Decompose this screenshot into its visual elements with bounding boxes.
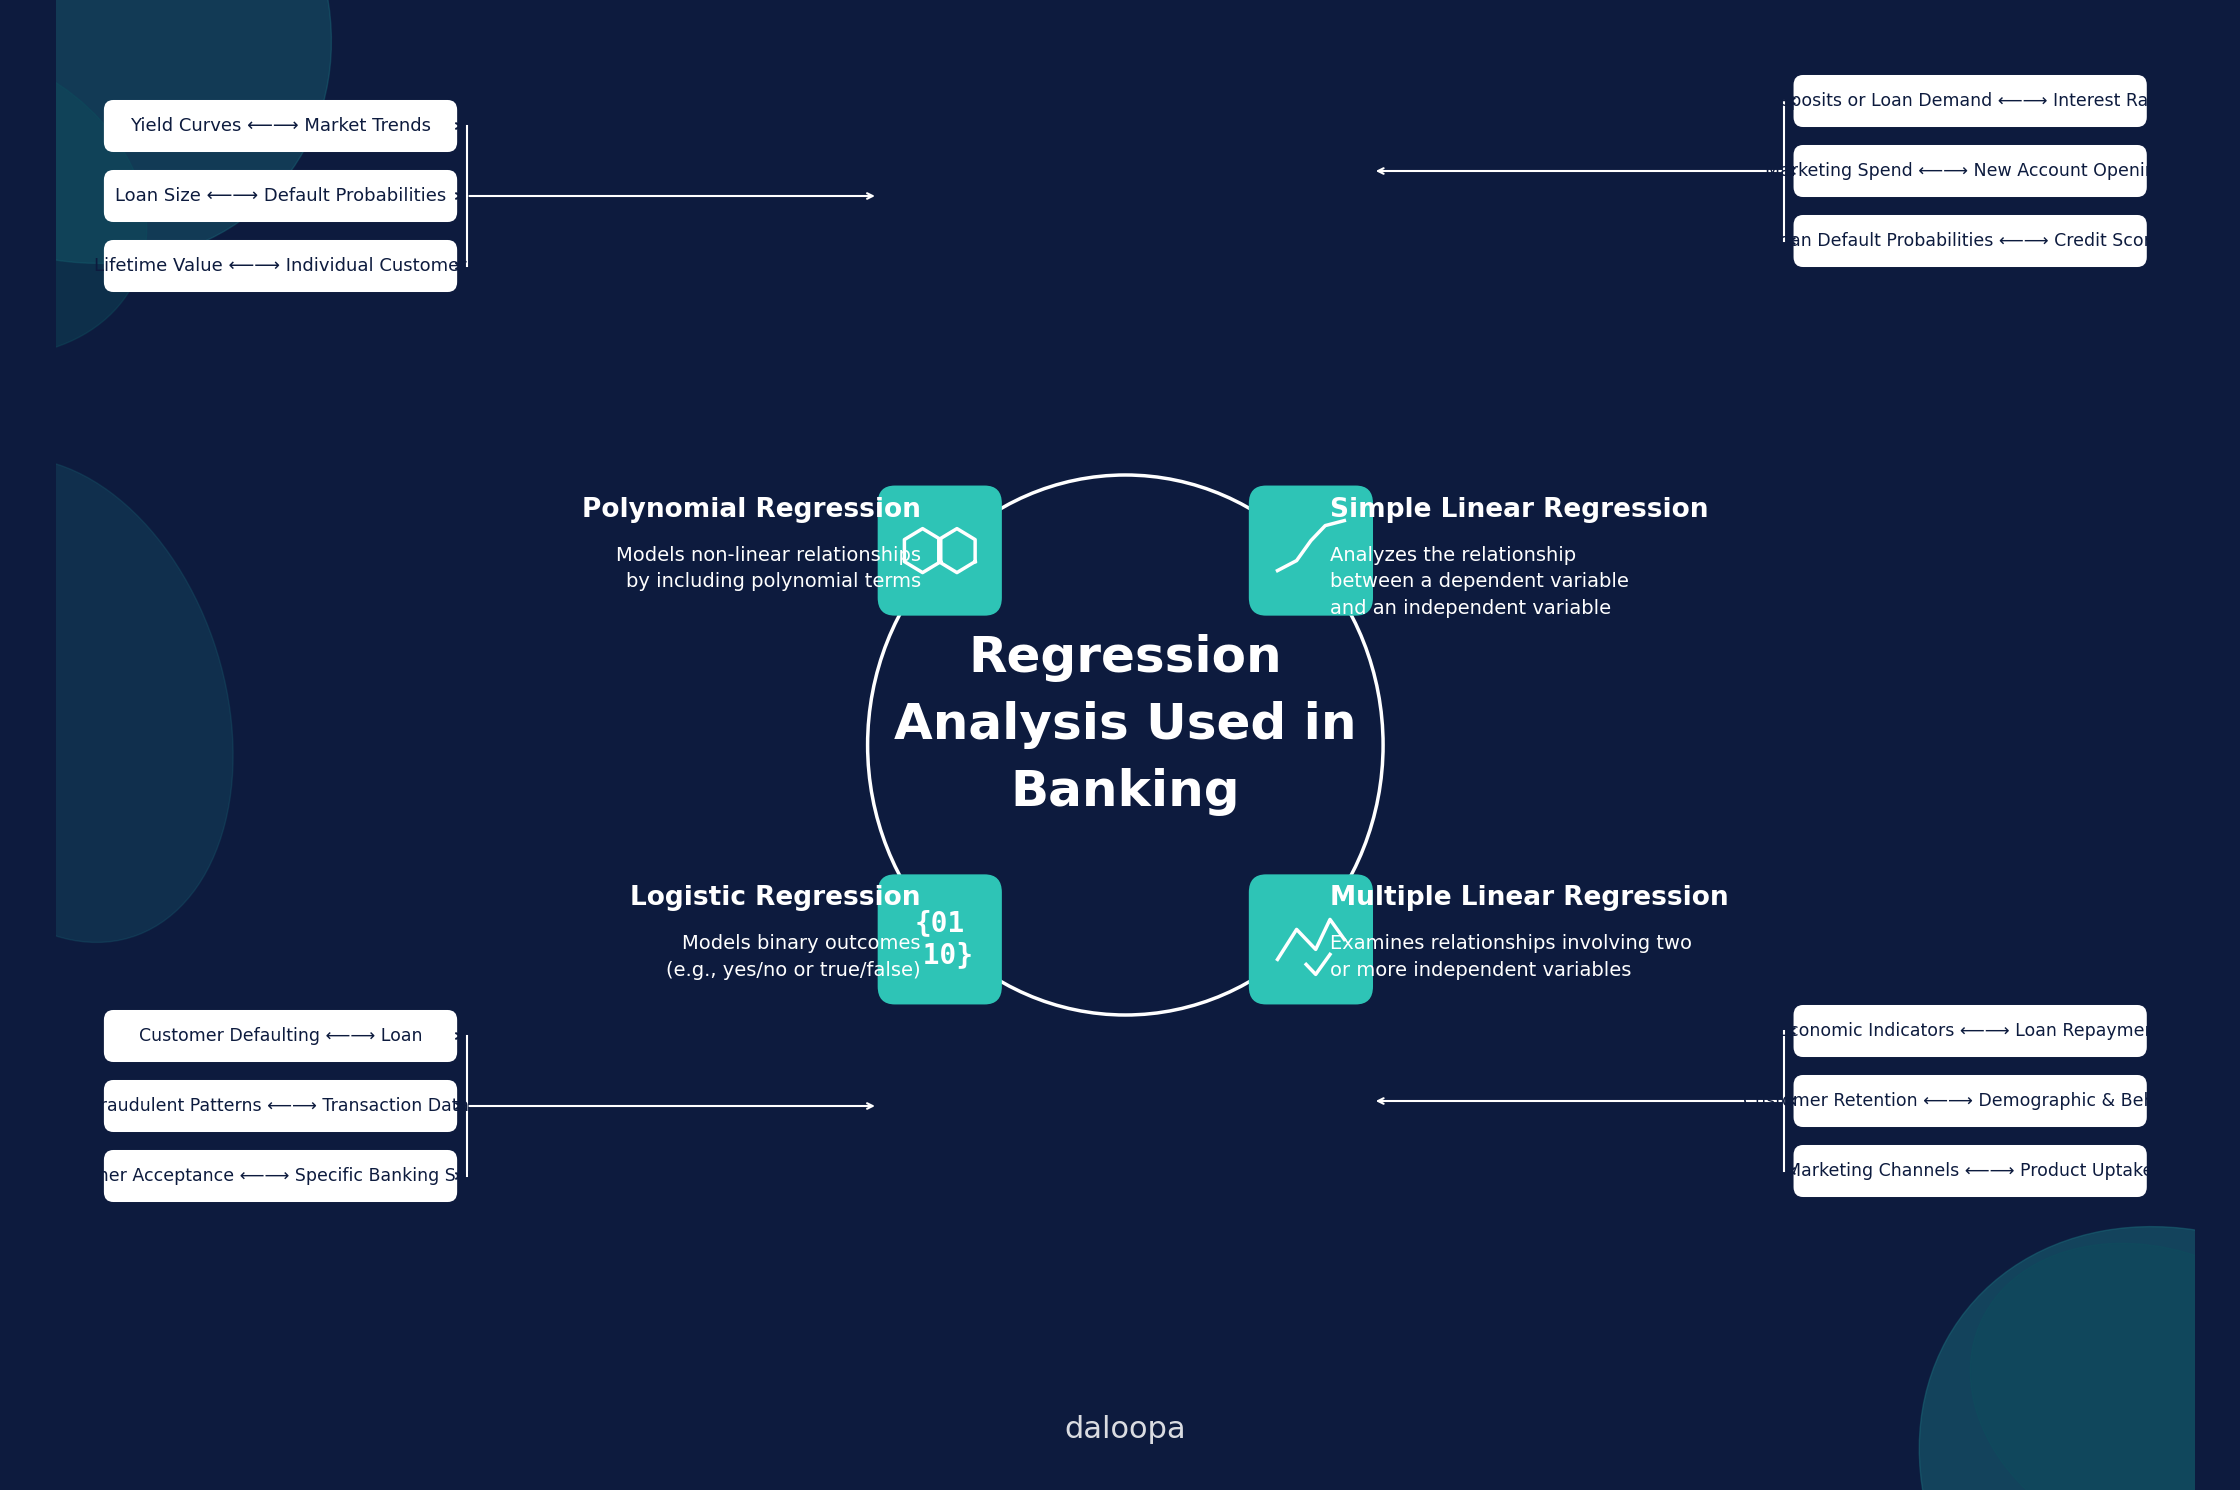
FancyBboxPatch shape bbox=[103, 170, 457, 222]
FancyBboxPatch shape bbox=[1794, 74, 2146, 127]
Text: Deposits or Loan Demand ⟵⟶ Interest Rates: Deposits or Loan Demand ⟵⟶ Interest Rate… bbox=[1765, 92, 2175, 110]
Text: Polynomial Regression: Polynomial Regression bbox=[582, 496, 921, 523]
FancyBboxPatch shape bbox=[103, 1080, 457, 1132]
Text: Customer Retention ⟵⟶ Demographic & Behavior: Customer Retention ⟵⟶ Demographic & Beha… bbox=[1743, 1092, 2197, 1110]
Text: Analyzes the relationship
between a dependent variable
and an independent variab: Analyzes the relationship between a depe… bbox=[1331, 545, 1628, 617]
Text: Marketing Spend ⟵⟶ New Account Openings: Marketing Spend ⟵⟶ New Account Openings bbox=[1765, 162, 2175, 180]
Text: Regression
Analysis Used in
Banking: Regression Analysis Used in Banking bbox=[894, 635, 1357, 817]
Ellipse shape bbox=[0, 43, 146, 356]
Text: Marketing Channels ⟵⟶ Product Uptake: Marketing Channels ⟵⟶ Product Uptake bbox=[1788, 1162, 2155, 1180]
FancyBboxPatch shape bbox=[103, 240, 457, 292]
Text: Lifetime Value ⟵⟶ Individual Customer: Lifetime Value ⟵⟶ Individual Customer bbox=[94, 256, 466, 276]
FancyBboxPatch shape bbox=[1794, 1144, 2146, 1196]
Text: Simple Linear Regression: Simple Linear Regression bbox=[1331, 496, 1709, 523]
Text: {01
 10}: {01 10} bbox=[907, 909, 972, 970]
Text: Models binary outcomes
(e.g., yes/no or true/false): Models binary outcomes (e.g., yes/no or … bbox=[665, 934, 921, 980]
Text: Yield Curves ⟵⟶ Market Trends: Yield Curves ⟵⟶ Market Trends bbox=[130, 118, 430, 136]
FancyBboxPatch shape bbox=[1794, 1074, 2146, 1126]
FancyBboxPatch shape bbox=[103, 1010, 457, 1062]
FancyBboxPatch shape bbox=[1794, 215, 2146, 267]
FancyBboxPatch shape bbox=[878, 486, 1001, 615]
Ellipse shape bbox=[1920, 1226, 2240, 1490]
FancyBboxPatch shape bbox=[1794, 1004, 2146, 1056]
Text: Multiple Linear Regression: Multiple Linear Regression bbox=[1331, 885, 1729, 912]
Text: Models non-linear relationships
by including polynomial terms: Models non-linear relationships by inclu… bbox=[616, 545, 921, 592]
FancyBboxPatch shape bbox=[878, 875, 1001, 1004]
Text: Logistic Regression: Logistic Regression bbox=[629, 885, 921, 912]
Ellipse shape bbox=[1971, 1243, 2240, 1490]
FancyBboxPatch shape bbox=[103, 100, 457, 152]
FancyBboxPatch shape bbox=[103, 1150, 457, 1202]
Text: daloopa: daloopa bbox=[1064, 1416, 1187, 1444]
FancyBboxPatch shape bbox=[1794, 145, 2146, 197]
Text: Loan Size ⟵⟶ Default Probabilities: Loan Size ⟵⟶ Default Probabilities bbox=[114, 188, 446, 206]
Text: Customer Acceptance ⟵⟶ Specific Banking Services: Customer Acceptance ⟵⟶ Specific Banking … bbox=[43, 1167, 520, 1185]
Text: Examines relationships involving two
or more independent variables: Examines relationships involving two or … bbox=[1331, 934, 1691, 980]
Text: Loan Default Probabilities ⟵⟶ Credit Scores: Loan Default Probabilities ⟵⟶ Credit Sco… bbox=[1770, 232, 2171, 250]
FancyBboxPatch shape bbox=[1250, 486, 1373, 615]
Ellipse shape bbox=[0, 457, 233, 943]
Text: Economic Indicators ⟵⟶ Loan Repayment: Economic Indicators ⟵⟶ Loan Repayment bbox=[1779, 1022, 2162, 1040]
Text: Customer Defaulting ⟵⟶ Loan: Customer Defaulting ⟵⟶ Loan bbox=[139, 1027, 423, 1044]
Text: Fraudulent Patterns ⟵⟶ Transaction Data: Fraudulent Patterns ⟵⟶ Transaction Data bbox=[92, 1097, 470, 1115]
Ellipse shape bbox=[0, 0, 332, 264]
FancyBboxPatch shape bbox=[1250, 875, 1373, 1004]
